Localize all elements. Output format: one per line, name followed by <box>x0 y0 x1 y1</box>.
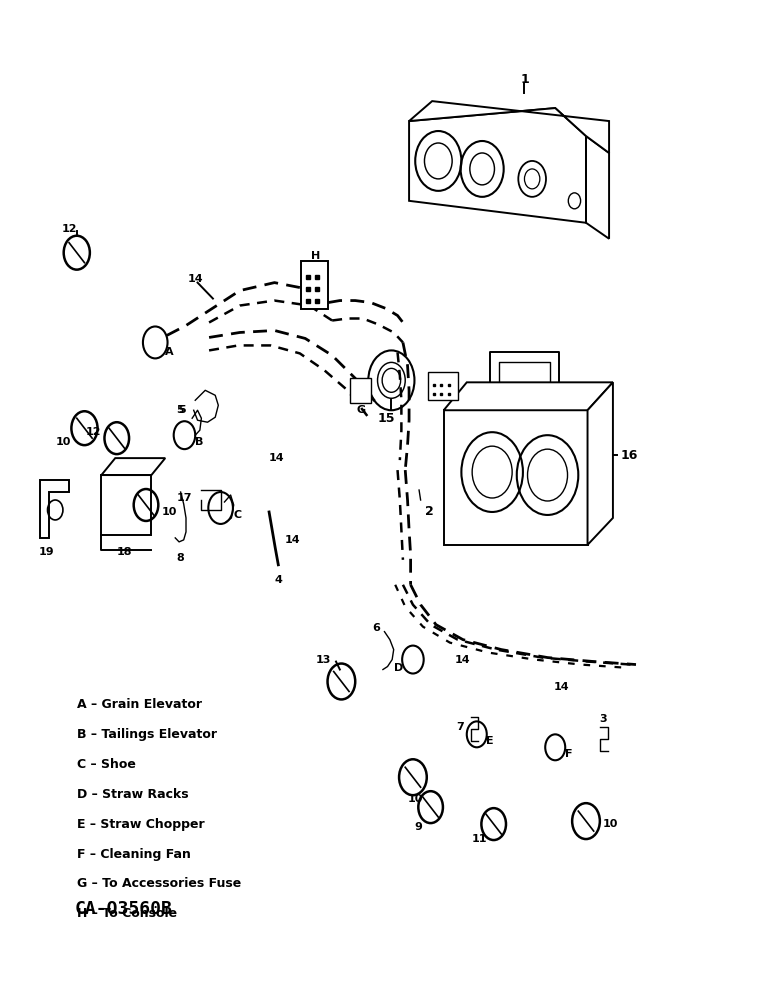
Text: H – To Console: H – To Console <box>76 907 177 920</box>
Text: 8: 8 <box>176 553 184 563</box>
Polygon shape <box>587 382 613 545</box>
Text: 10: 10 <box>603 819 618 829</box>
Text: 3: 3 <box>599 714 607 724</box>
Text: H: H <box>310 251 320 261</box>
Text: 17: 17 <box>177 493 192 503</box>
Text: F: F <box>565 749 573 759</box>
Text: 14: 14 <box>188 274 203 284</box>
Text: G – To Accessories Fuse: G – To Accessories Fuse <box>76 877 241 890</box>
Text: 15: 15 <box>378 412 394 425</box>
Text: E – Straw Chopper: E – Straw Chopper <box>76 818 205 831</box>
Text: 19: 19 <box>38 547 54 557</box>
Text: C – Shoe: C – Shoe <box>76 758 136 771</box>
Text: 14: 14 <box>455 655 471 665</box>
Text: F – Cleaning Fan: F – Cleaning Fan <box>76 848 191 861</box>
Text: A: A <box>164 347 173 357</box>
Text: 18: 18 <box>117 547 132 557</box>
Text: 10: 10 <box>161 507 177 517</box>
Polygon shape <box>409 101 609 153</box>
Text: 13: 13 <box>315 655 330 665</box>
FancyBboxPatch shape <box>350 378 371 403</box>
Polygon shape <box>444 410 587 545</box>
Text: 2: 2 <box>425 505 433 518</box>
Text: B – Tailings Elevator: B – Tailings Elevator <box>76 728 217 741</box>
Text: B: B <box>195 437 204 447</box>
Text: E: E <box>486 736 493 746</box>
Text: 14: 14 <box>554 682 569 692</box>
Text: 6: 6 <box>372 623 380 633</box>
Text: 9: 9 <box>415 822 422 832</box>
Text: 12: 12 <box>61 224 77 234</box>
Text: 4: 4 <box>274 575 283 585</box>
Text: 12: 12 <box>86 427 101 437</box>
Text: 14: 14 <box>269 453 285 463</box>
Text: D – Straw Racks: D – Straw Racks <box>76 788 188 801</box>
FancyBboxPatch shape <box>428 372 458 400</box>
Text: 10: 10 <box>408 794 423 804</box>
Polygon shape <box>444 382 613 410</box>
Text: D: D <box>394 663 403 673</box>
FancyBboxPatch shape <box>301 261 328 309</box>
Text: 7: 7 <box>457 722 465 732</box>
Text: CA-O3560B: CA-O3560B <box>74 900 172 918</box>
Text: 5: 5 <box>176 405 184 415</box>
Text: 5: 5 <box>178 405 186 415</box>
Text: C: C <box>234 510 242 520</box>
Text: 10: 10 <box>56 437 70 447</box>
Text: 14: 14 <box>284 535 300 545</box>
Text: G: G <box>356 405 365 415</box>
Text: A – Grain Elevator: A – Grain Elevator <box>76 698 201 711</box>
Text: 1: 1 <box>520 73 529 86</box>
Text: 16: 16 <box>621 449 638 462</box>
Polygon shape <box>409 108 586 223</box>
Text: 11: 11 <box>472 834 488 844</box>
